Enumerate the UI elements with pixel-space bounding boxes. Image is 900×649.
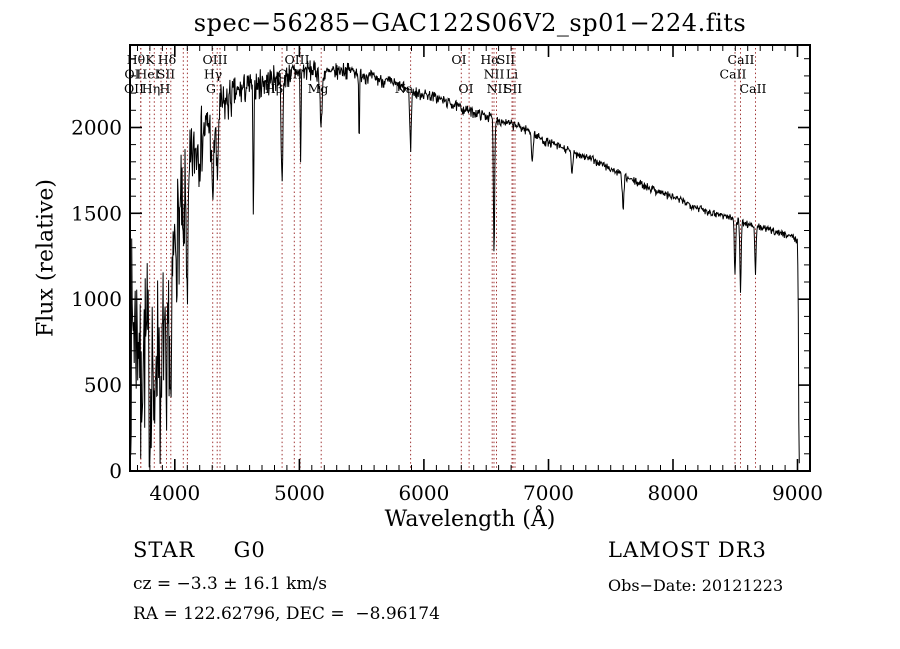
- line-label: OI: [451, 52, 466, 67]
- line-label: SII: [497, 52, 516, 67]
- y-tick-label: 0: [109, 459, 122, 483]
- line-label: G: [206, 81, 216, 96]
- plot-title: spec−56285−GAC122S06V2_sp01−224.fits: [193, 9, 747, 37]
- line-markers: [140, 48, 756, 471]
- x-tick-label: 5000: [274, 481, 325, 505]
- axis-frame: [129, 44, 811, 472]
- tick-labels: 4000 5000 6000 7000 8000 9000 0 500 1000 1500 2000: [71, 116, 823, 506]
- line-label: Hα: [480, 52, 500, 67]
- y-tick-label: 2000: [71, 116, 122, 140]
- y-axis-label: Flux (relative): [33, 178, 59, 338]
- line-label: SII: [157, 67, 176, 82]
- object-class-text: STAR G0: [133, 538, 266, 562]
- line-label: SII: [504, 81, 523, 96]
- x-tick-label: 6000: [398, 481, 449, 505]
- line-label: K: [145, 52, 155, 67]
- line-label: NII: [484, 67, 505, 82]
- line-label: Na: [395, 81, 414, 96]
- axes: [129, 44, 811, 472]
- x-tick-label: 4000: [149, 481, 200, 505]
- x-tick-label: 7000: [523, 481, 574, 505]
- line-label: OI: [124, 67, 139, 82]
- line-label: Hη: [142, 81, 160, 96]
- line-label: Hγ: [204, 67, 222, 82]
- line-label: OIII: [202, 52, 227, 67]
- x-tick-label: 9000: [772, 481, 823, 505]
- line-label: HeI: [136, 67, 159, 82]
- survey-release-text: LAMOST DR3: [608, 538, 767, 562]
- line-label: Hθ: [127, 52, 145, 67]
- line-label: Li: [506, 67, 518, 82]
- line-label: Hβ: [265, 81, 283, 96]
- line-label: OII: [124, 81, 144, 96]
- obs-date-text: Obs−Date: 20121223: [608, 576, 784, 595]
- radial-velocity-text: cz = −3.3 ± 16.1 km/s: [133, 574, 327, 594]
- y-tick-label: 1000: [71, 287, 122, 311]
- x-tick-label: 8000: [648, 481, 699, 505]
- y-tick-label: 1500: [71, 201, 122, 225]
- spectrum-path: [130, 60, 800, 468]
- line-label: CaII: [740, 81, 767, 96]
- line-label: NII: [487, 81, 508, 96]
- x-axis-label: Wavelength (Å): [384, 507, 556, 532]
- line-label: Mg: [308, 81, 329, 96]
- y-tick-label: 500: [84, 373, 122, 397]
- line-label: Hδ: [158, 52, 176, 67]
- line-label: CaII: [728, 52, 755, 67]
- line-label: OIII: [277, 67, 302, 82]
- coordinates-text: RA = 122.62796, DEC = −8.96174: [133, 604, 440, 624]
- line-label: CaII: [720, 67, 747, 82]
- line-label: OIII: [284, 52, 309, 67]
- line-label: H: [160, 81, 171, 96]
- line-label: OI: [458, 81, 473, 96]
